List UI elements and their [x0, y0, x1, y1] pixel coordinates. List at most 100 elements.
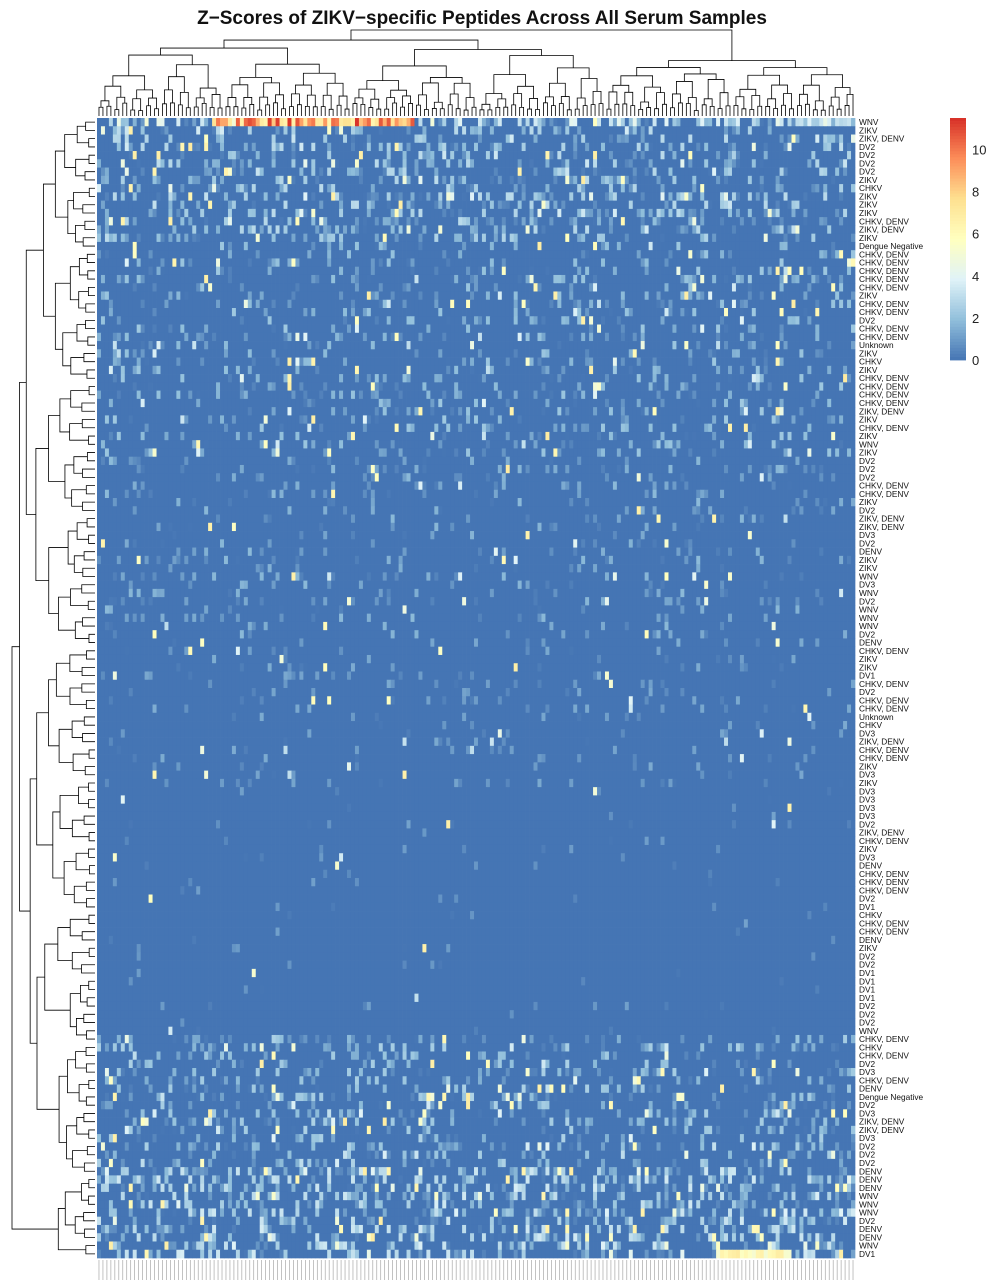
heatmap-cell: [632, 225, 638, 234]
heatmap-cell: [807, 184, 812, 193]
heatmap-cell: [485, 258, 491, 268]
heatmap-cell: [287, 184, 292, 193]
heatmap-cell: [462, 241, 467, 251]
heatmap-cell: [728, 217, 733, 226]
heatmap-cell: [347, 184, 352, 193]
dendrogram-branch: [376, 108, 382, 116]
heatmap-cell: [160, 274, 165, 284]
heatmap-cell: [747, 283, 753, 292]
heatmap-cell: [751, 225, 757, 234]
heatmap-cell: [196, 233, 201, 243]
heatmap-cell: [406, 316, 411, 325]
heatmap-cell: [525, 258, 530, 268]
heatmap-cell: [767, 266, 773, 276]
heatmap-cell: [712, 159, 717, 168]
heatmap-cell: [577, 241, 582, 251]
dendrogram-branch: [463, 109, 469, 116]
heatmap-cell: [323, 274, 328, 284]
heatmap-cell: [565, 118, 570, 127]
heatmap-cell: [291, 142, 296, 152]
heatmap-cell: [160, 225, 165, 234]
heatmap-cell: [200, 217, 205, 226]
heatmap-cell: [180, 308, 185, 317]
heatmap-cell: [251, 308, 257, 317]
heatmap-cell: [204, 217, 209, 226]
heatmap-cell: [557, 134, 562, 144]
heatmap-cell: [787, 151, 792, 160]
heatmap-cell: [454, 250, 459, 259]
heatmap-cell: [545, 192, 550, 201]
heatmap-cell: [704, 299, 709, 309]
heatmap-cell: [204, 233, 209, 243]
heatmap-cell: [235, 233, 241, 243]
heatmap-cell: [208, 175, 213, 185]
heatmap-cell: [390, 175, 395, 185]
heatmap-cell: [799, 299, 804, 309]
dendrogram-branch: [122, 102, 128, 116]
heatmap-cell: [672, 118, 677, 127]
heatmap-cell: [343, 192, 348, 201]
heatmap-cell: [275, 258, 280, 268]
heatmap-cell: [684, 126, 689, 135]
heatmap-cell: [466, 159, 471, 168]
heatmap-cell: [354, 217, 360, 226]
heatmap-cell: [200, 118, 205, 127]
heatmap-cell: [378, 283, 384, 292]
heatmap-cell: [688, 233, 693, 243]
heatmap-cell: [577, 200, 582, 210]
heatmap-cell: [493, 151, 499, 160]
heatmap-cell: [656, 192, 661, 201]
heatmap-cell: [680, 134, 685, 144]
heatmap-cell: [335, 159, 340, 168]
heatmap-cell: [382, 274, 388, 284]
heatmap-cell: [712, 151, 717, 160]
heatmap-cell: [664, 250, 669, 259]
heatmap-cell: [692, 266, 697, 276]
heatmap-cell: [581, 283, 586, 292]
heatmap-cell: [315, 217, 320, 226]
heatmap-cell: [235, 299, 241, 309]
heatmap-cell: [164, 200, 169, 210]
dendrogram-branch: [416, 104, 421, 116]
heatmap-cell: [307, 167, 312, 177]
heatmap-cell: [283, 134, 288, 144]
heatmap-cell: [724, 200, 729, 210]
heatmap-cell: [176, 175, 181, 185]
heatmap-cell: [827, 192, 832, 201]
heatmap-cell: [247, 118, 253, 127]
heatmap-cell: [172, 200, 177, 210]
dendrogram-branch: [763, 67, 828, 76]
heatmap-cell: [553, 250, 558, 259]
heatmap-cell: [100, 250, 106, 259]
heatmap-cell: [720, 274, 725, 284]
heatmap-cell: [755, 126, 761, 135]
heatmap-cell: [227, 151, 233, 160]
heatmap-cell: [811, 184, 816, 193]
dendrogram-branch: [81, 402, 95, 412]
heatmap-cell: [144, 134, 149, 144]
heatmap-cell: [156, 233, 161, 243]
heatmap-cell: [97, 159, 102, 168]
heatmap-cell: [243, 316, 249, 325]
heatmap-cell: [724, 192, 729, 201]
heatmap-cell: [823, 118, 828, 127]
heatmap-cell: [735, 118, 741, 127]
dendrogram-branch: [67, 1059, 80, 1094]
heatmap-cell: [200, 167, 205, 177]
heatmap-cell: [343, 299, 348, 309]
heatmap-cell: [204, 142, 209, 152]
heatmap-cell: [374, 217, 380, 226]
heatmap-cell: [335, 283, 340, 292]
heatmap-cell: [493, 283, 499, 292]
heatmap-cell: [132, 250, 138, 259]
heatmap-cell: [489, 250, 495, 259]
heatmap-cell: [315, 274, 320, 284]
heatmap-cell: [307, 192, 312, 201]
heatmap-cell: [767, 250, 773, 259]
heatmap-cell: [104, 299, 110, 309]
heatmap-cell: [136, 283, 142, 292]
dendrogram-branch: [100, 100, 110, 108]
heatmap-cell: [767, 134, 773, 144]
heatmap-cell: [414, 184, 419, 193]
heatmap-cell: [275, 126, 280, 135]
